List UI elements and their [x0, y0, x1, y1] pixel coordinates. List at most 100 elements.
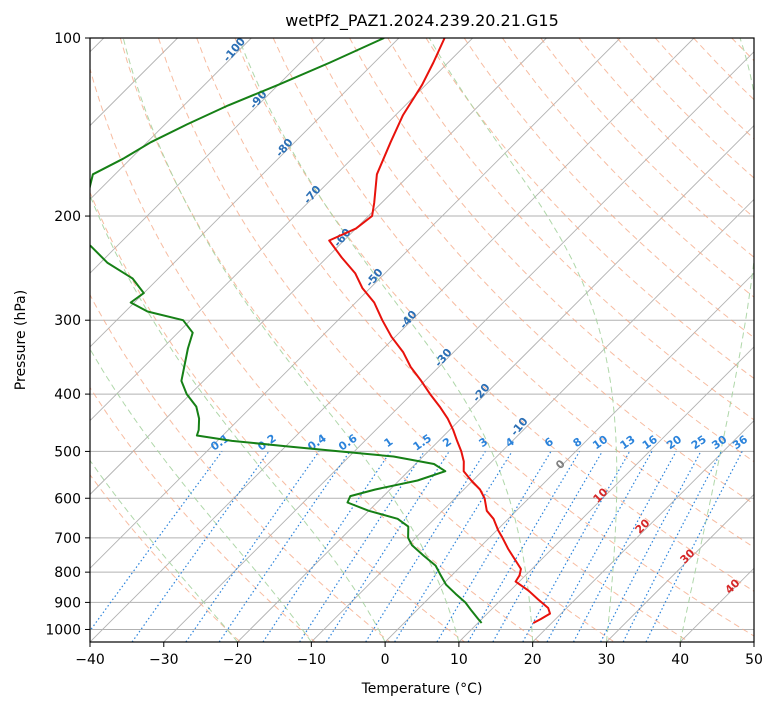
temperature-line: [328, 38, 551, 624]
moist-adiabat-line: [679, 38, 754, 642]
isotherm-line: [384, 272, 754, 642]
isotherm-line: [458, 346, 754, 642]
mixing-ratio-label: 30: [709, 433, 729, 453]
moist-adiabat-line: [238, 38, 534, 642]
x-tick-label: 20: [524, 652, 542, 668]
dry-adiabat-line: [387, 38, 754, 421]
plot-frame: [89, 37, 755, 643]
mixing-ratio-line: [90, 451, 223, 632]
moist-adiabat-line: [90, 348, 312, 642]
mixing-ratio-line: [546, 451, 653, 642]
isotherm-line: [753, 641, 754, 642]
dry-adiabat-line: [234, 38, 754, 592]
blue-grid-label: -50: [363, 266, 386, 290]
mixing-ratio-label: 1.5: [411, 432, 434, 454]
dry-adiabat-line: [349, 38, 754, 463]
x-tick-label: −40: [75, 652, 105, 668]
isotherm-line: [90, 38, 621, 569]
mixing-ratio-label: 3: [477, 435, 491, 450]
y-axis-label: Pressure (hPa): [13, 290, 29, 390]
isotherm-line: [311, 198, 754, 642]
x-tick-label: −20: [223, 652, 253, 668]
blue-grid-label: -10: [508, 415, 531, 439]
isotherm-line: [532, 420, 754, 642]
mixing-ratio-label: 8: [571, 435, 585, 450]
axes-group: −40 −30 −20 −10 0 10 20 30 40 5010020030040050060…: [45, 31, 763, 668]
mixing-ratio-line: [622, 451, 722, 642]
mixing-ratio-label: 0.6: [336, 431, 360, 453]
mixing-ratio-line: [325, 451, 450, 642]
mixing-ratio-line: [572, 451, 677, 642]
mixing-ratio-line: [262, 451, 392, 642]
red-grid-label: 10: [591, 485, 611, 505]
mixing-ratio-line: [185, 451, 320, 642]
blue-grid-label: -30: [432, 346, 455, 370]
annotation-labels: 0.1 0.2 0.4 0.6 1 1.5 2 3 4 6 8 10 13 16 20 25 30 36-100-…: [208, 38, 750, 597]
chart-title: wetPf2_PAZ1.2024.239.20.21.G15: [285, 11, 559, 31]
dry-adiabat-line: [158, 38, 690, 642]
moist-adiabat-line: [122, 38, 460, 642]
y-tick-label: 900: [54, 595, 81, 611]
mixing-ratio-line: [218, 451, 351, 642]
mixing-ratio-label: 10: [590, 433, 610, 453]
isotherm-line: [90, 38, 473, 422]
x-tick-label: 0: [381, 652, 390, 668]
isotherm-line: [90, 38, 400, 348]
series-group: [90, 38, 551, 624]
mixing-ratio-label: 0.1: [208, 432, 231, 454]
mixing-ratio-line: [131, 451, 270, 642]
isotherm-line: [90, 38, 547, 496]
x-tick-label: 10: [450, 652, 468, 668]
y-tick-label: 100: [54, 31, 81, 47]
dewpoint-line: [90, 38, 483, 624]
x-tick-label: 30: [598, 652, 616, 668]
dry-adiabat-line: [310, 38, 754, 505]
y-tick-label: 400: [54, 387, 81, 403]
moist-adiabat-line: [428, 38, 618, 642]
mixing-ratio-line: [299, 451, 425, 642]
mixing-ratio-line: [600, 451, 702, 642]
isotherm-line: [237, 124, 754, 642]
y-tick-label: 500: [54, 444, 81, 460]
dry-adiabat-line: [90, 386, 316, 642]
mixing-ratio-line: [365, 451, 486, 642]
isotherm-line: [90, 38, 326, 274]
dry-adiabat-line: [272, 38, 754, 548]
mixing-ratio-label: 13: [618, 433, 638, 452]
dry-adiabat-line: [90, 191, 465, 642]
dry-adiabat-line: [119, 38, 615, 642]
red-grid-label: 40: [723, 576, 743, 596]
red-grid-label: 30: [678, 546, 698, 566]
dry-adiabat-line: [425, 38, 754, 380]
dry-adiabat-line: [770, 38, 775, 642]
dry-adiabat-line: [90, 473, 241, 642]
mixing-ratio-line: [522, 451, 631, 642]
x-tick-label: −30: [149, 652, 179, 668]
y-tick-label: 1000: [45, 622, 81, 638]
red-grid-label: 20: [633, 516, 653, 536]
dry-adiabat-line: [90, 293, 391, 642]
mixing-ratio-label: 36: [730, 433, 750, 453]
isotherm-line: [679, 567, 754, 642]
x-tick-label: 50: [745, 652, 763, 668]
y-tick-label: 300: [54, 313, 81, 329]
mixing-ratio-line: [394, 451, 513, 642]
dry-adiabat-line: [693, 38, 754, 101]
blue-grid-label: -80: [273, 136, 296, 160]
blue-grid-label: -70: [301, 183, 324, 207]
dry-adiabat-line: [90, 67, 540, 642]
moist-adiabat-line: [90, 194, 386, 642]
mixing-ratio-line: [436, 451, 552, 642]
dry-adiabat-line: [731, 38, 754, 62]
dry-adiabat-line: [196, 38, 754, 637]
dry-adiabat-line: [654, 38, 754, 140]
x-tick-label: 40: [671, 652, 689, 668]
y-tick-label: 800: [54, 565, 81, 581]
x-axis-label: Temperature (°C): [361, 681, 483, 697]
isotherm-line: [606, 493, 754, 642]
y-tick-label: 600: [54, 491, 81, 507]
isotherm-line: [90, 38, 252, 200]
gray-grid-label: 0: [553, 457, 568, 472]
mixing-ratio-line: [645, 451, 743, 642]
